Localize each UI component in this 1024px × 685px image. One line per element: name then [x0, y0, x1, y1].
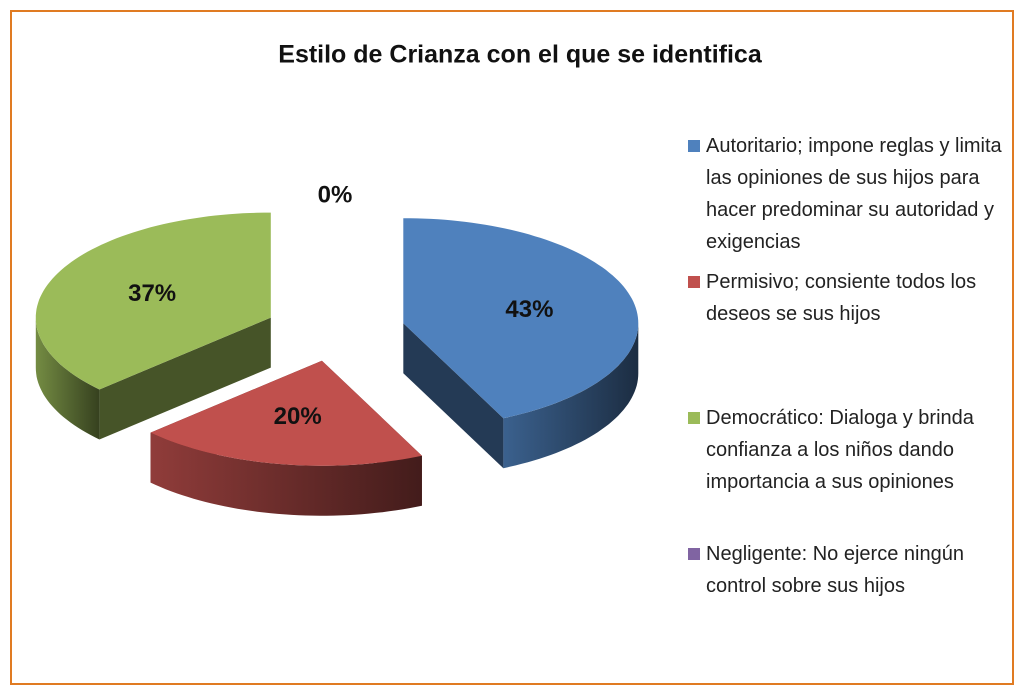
slice-wall	[35, 317, 100, 440]
slice-side	[403, 323, 504, 469]
data-label: 0%	[318, 182, 353, 209]
legend-label: Permisivo; consiente todos los deseos se…	[706, 271, 977, 325]
legend-swatch	[688, 548, 700, 560]
slice	[150, 360, 422, 466]
legend-swatch	[688, 412, 700, 424]
legend-swatch	[688, 276, 700, 288]
legend-label: Democrático: Dialoga y brinda confianza …	[706, 407, 974, 493]
slice-side	[99, 317, 271, 440]
data-label: 20%	[274, 403, 322, 430]
legend-item: Autoritario; impone reglas y limita las …	[688, 130, 1018, 258]
slice	[35, 212, 271, 390]
legend-item: Democrático: Dialoga y brinda confianza …	[688, 402, 1018, 498]
legend-label: Negligente: No ejerce ningún control sob…	[706, 543, 964, 597]
chart-title: Estilo de Crianza con el que se identifi…	[278, 41, 763, 69]
legend-label: Autoritario; impone reglas y limita las …	[706, 135, 1002, 253]
data-label: 37%	[128, 280, 176, 307]
slice-wall	[503, 323, 639, 469]
legend-item: Negligente: No ejerce ningún control sob…	[688, 538, 1018, 602]
slice-wall	[150, 432, 422, 516]
slice	[403, 218, 639, 419]
legend-item: Permisivo; consiente todos los deseos se…	[688, 266, 1018, 330]
legend-swatch	[688, 140, 700, 152]
data-label: 43%	[505, 296, 553, 323]
